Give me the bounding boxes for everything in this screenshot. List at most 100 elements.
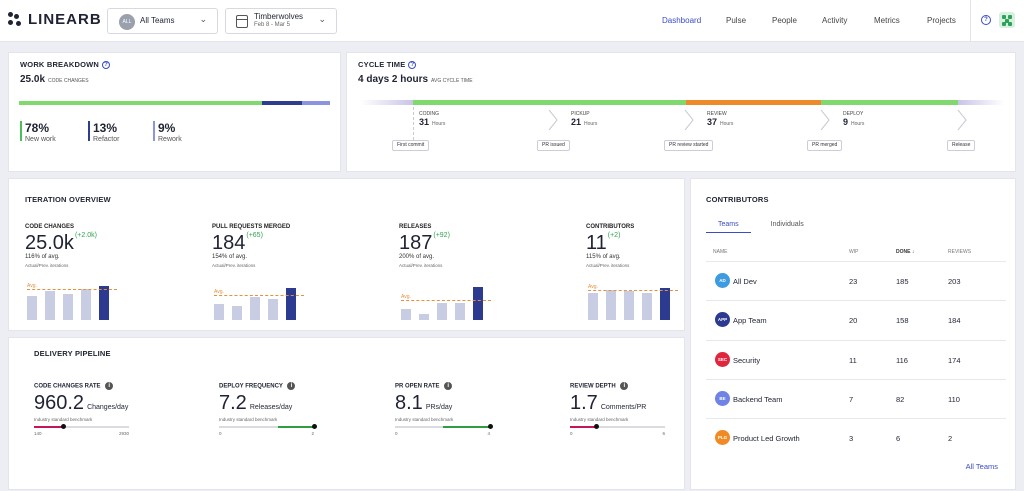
metric-value: 11(+2) (586, 232, 621, 254)
deploy-segment (821, 100, 958, 105)
user-avatar[interactable] (999, 12, 1015, 28)
bar (63, 294, 73, 320)
iteration-metric[interactable]: CODE CHANGES 25.0k(+2.0k) 116% of avg. A… (25, 224, 175, 268)
stat-refactor: 13% Refactor (88, 121, 119, 143)
delivery-metric[interactable]: DEPLOY FREQUENCY i 7.2 Releases/day Indus… (219, 382, 379, 436)
benchmark-track (34, 424, 129, 429)
team-selector-label: All Teams (140, 16, 175, 25)
avg-line (588, 290, 678, 292)
tab-individuals[interactable]: Individuals (770, 221, 804, 228)
nav-metrics[interactable]: Metrics (874, 16, 900, 25)
benchmark-ticks: 140 2930 (34, 431, 129, 436)
table-row[interactable]: BE Backend Team 7 82 110 (706, 378, 1006, 418)
delivery-metric[interactable]: CODE CHANGES RATE i 960.2 Changes/day Ind… (34, 382, 194, 436)
done-value: 116 (896, 355, 908, 365)
team-name[interactable]: All Dev (733, 277, 757, 286)
nav-activity[interactable]: Activity (822, 16, 848, 25)
cycle-time-title: CYCLE TIME? (358, 60, 417, 70)
bar (268, 299, 278, 320)
avg-label: Avg. (27, 283, 37, 290)
table-row[interactable]: SEC Security 11 116 174 (706, 339, 1006, 379)
bar (588, 292, 598, 320)
metric-value: 960.2 Changes/day (34, 392, 129, 414)
info-icon[interactable]: i (620, 382, 629, 390)
metric-label: CODE CHANGES (25, 224, 75, 230)
team-avatar: ALL (119, 14, 135, 30)
all-teams-link[interactable]: All Teams (965, 462, 998, 471)
info-icon[interactable]: i (287, 382, 296, 390)
avg-line (27, 289, 117, 291)
chevron-right-icon (548, 109, 558, 131)
bar (99, 285, 109, 320)
iteration-overview-card: ITERATION OVERVIEW CODE CHANGES 25.0k(+2… (8, 178, 685, 331)
event-pr-issued: PR issued (537, 140, 570, 151)
col-reviews[interactable]: REVIEWS (948, 249, 972, 255)
nav-projects[interactable]: Projects (927, 16, 956, 25)
cycle-fade-start (361, 100, 413, 105)
benchmark-track (395, 424, 493, 429)
bar (401, 308, 411, 320)
stage-pickup[interactable]: PICKUP 21 Hours (571, 111, 598, 127)
col-name[interactable]: NAME (713, 249, 728, 255)
team-selector[interactable]: ALL All Teams ⌄ (107, 8, 218, 34)
nav-dashboard[interactable]: Dashboard (662, 16, 702, 25)
bar (455, 302, 465, 320)
wip-value: 20 (849, 316, 858, 326)
stage-deploy[interactable]: DEPLOY 9 Hours (843, 111, 865, 127)
table-row[interactable]: AD All Dev 23 185 203 (706, 261, 1006, 300)
delivery-pipeline-card: DELIVERY PIPELINE CODE CHANGES RATE i 96… (8, 337, 685, 490)
table-row[interactable]: APP App Team 20 158 184 (706, 300, 1006, 339)
team-avatar: BE (715, 390, 730, 406)
chevron-right-icon (684, 109, 694, 131)
team-name[interactable]: Security (733, 355, 761, 365)
metric-sub: 116% of avg. (25, 254, 60, 260)
team-avatar: AD (715, 273, 730, 288)
reviews-value: 110 (948, 394, 960, 404)
stage-review[interactable]: REVIEW 37 Hours (707, 111, 734, 127)
team-name[interactable]: App Team (733, 316, 767, 326)
done-value: 6 (896, 434, 901, 444)
metric-value: 184(+65) (212, 232, 263, 254)
linearb-logo[interactable]: LINEARB (8, 11, 102, 28)
help-icon[interactable]: ? (408, 61, 417, 70)
contributors-title: CONTRIBUTORS (706, 195, 769, 204)
iteration-metric[interactable]: RELEASES 187(+92) 200% of avg. Actual/Pr… (399, 224, 549, 268)
table-row[interactable]: PLG Product Led Growth 3 6 2 (706, 418, 1006, 457)
date-range: Feb 8 - Mar 5 (254, 22, 291, 28)
team-avatar: PLG (715, 430, 730, 446)
stage-coding[interactable]: CODING 31 Hours (419, 111, 446, 127)
iteration-metric[interactable]: CONTRIBUTORS 11(+2) 115% of avg. Actual/… (586, 224, 736, 268)
avg-label: Avg. (214, 289, 224, 296)
nav-pulse[interactable]: Pulse (726, 16, 747, 25)
iteration-metric[interactable]: PULL REQUESTS MERGED 184(+65) 154% of av… (212, 224, 362, 268)
delivery-metric[interactable]: PR OPEN RATE i 8.1 PRs/day Industry stand… (395, 382, 555, 436)
benchmark-label: Industry standard benchmark (570, 417, 629, 422)
team-avatar: APP (715, 312, 730, 328)
col-done[interactable]: DONE ↓ (896, 249, 915, 255)
metric-label: REVIEW DEPTH i (570, 382, 730, 390)
metric-value: 8.1 PRs/day (395, 392, 453, 414)
wip-value: 3 (849, 434, 854, 444)
info-icon[interactable]: i (105, 382, 114, 390)
help-icon[interactable]: ? (102, 61, 111, 70)
sort-down-icon: ↓ (911, 249, 915, 255)
bar (606, 289, 616, 320)
cycle-time-card: CYCLE TIME? 4 days 2 hours AVG CYCLE TIME… (346, 52, 1016, 172)
bar (214, 304, 224, 320)
col-wip[interactable]: WIP (849, 249, 859, 255)
team-name[interactable]: Product Led Growth (733, 434, 800, 444)
nav-people[interactable]: People (772, 16, 797, 25)
done-value: 158 (896, 316, 909, 326)
delivery-metric[interactable]: REVIEW DEPTH i 1.7 Comments/PR Industry s… (570, 382, 730, 436)
contributors-card: CONTRIBUTORS Teams Individuals NAME WIP … (690, 178, 1016, 490)
metric-label: PR OPEN RATE i (395, 382, 555, 390)
team-name[interactable]: Backend Team (733, 394, 783, 404)
help-icon[interactable]: ? (981, 15, 991, 25)
iteration-mini-chart: Avg. (27, 280, 117, 320)
benchmark-fill (34, 426, 64, 428)
metric-label: PULL REQUESTS MERGED (212, 224, 291, 230)
date-range-selector[interactable]: Timberwolves Feb 8 - Mar 5 ⌄ (225, 8, 337, 34)
info-icon[interactable]: i (444, 382, 453, 390)
tab-teams[interactable]: Teams (706, 221, 751, 233)
